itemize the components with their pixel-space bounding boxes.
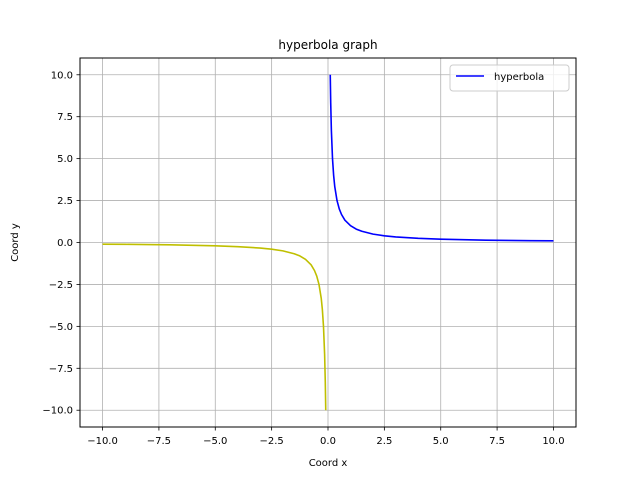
legend: hyperbola xyxy=(449,64,570,92)
chart-title: hyperbola graph xyxy=(278,38,377,52)
x-axis-label: Coord x xyxy=(309,458,348,469)
x-tick-label: −2.5 xyxy=(259,436,283,447)
x-tick-label: 2.5 xyxy=(376,436,392,447)
x-tick-label: −10.0 xyxy=(87,436,118,447)
y-tick-label: −7.5 xyxy=(49,364,73,375)
y-tick-label: 10.0 xyxy=(51,70,73,81)
y-axis-label: Coord y xyxy=(10,223,21,262)
y-tick-label: 5.0 xyxy=(57,154,73,165)
legend-label-hyperbola: hyperbola xyxy=(494,72,544,83)
x-tick-label: 7.5 xyxy=(489,436,505,447)
series-lines xyxy=(102,74,554,411)
y-tick-label: 7.5 xyxy=(57,112,73,123)
hyperbola-line xyxy=(329,74,554,242)
series-line-1 xyxy=(102,243,327,411)
legend-box xyxy=(449,64,570,92)
grid xyxy=(80,58,576,427)
y-tick-label: −5.0 xyxy=(49,322,73,333)
axis-ticks: −10.0 −7.5 −5.0 −2.5 0.0 2.5 5.0 7.5 10.0 −10.0 −7… xyxy=(42,70,564,447)
x-tick-label: −5.0 xyxy=(203,436,227,447)
y-tick-label: −10.0 xyxy=(42,406,73,417)
x-tick-label: 0.0 xyxy=(320,436,336,447)
y-tick-label: −2.5 xyxy=(49,280,73,291)
x-tick-label: 5.0 xyxy=(433,436,449,447)
x-tick-label: −7.5 xyxy=(147,436,171,447)
y-tick-label: 0.0 xyxy=(57,238,73,249)
y-tick-label: 2.5 xyxy=(57,196,73,207)
x-tick-label: 10.0 xyxy=(542,436,564,447)
